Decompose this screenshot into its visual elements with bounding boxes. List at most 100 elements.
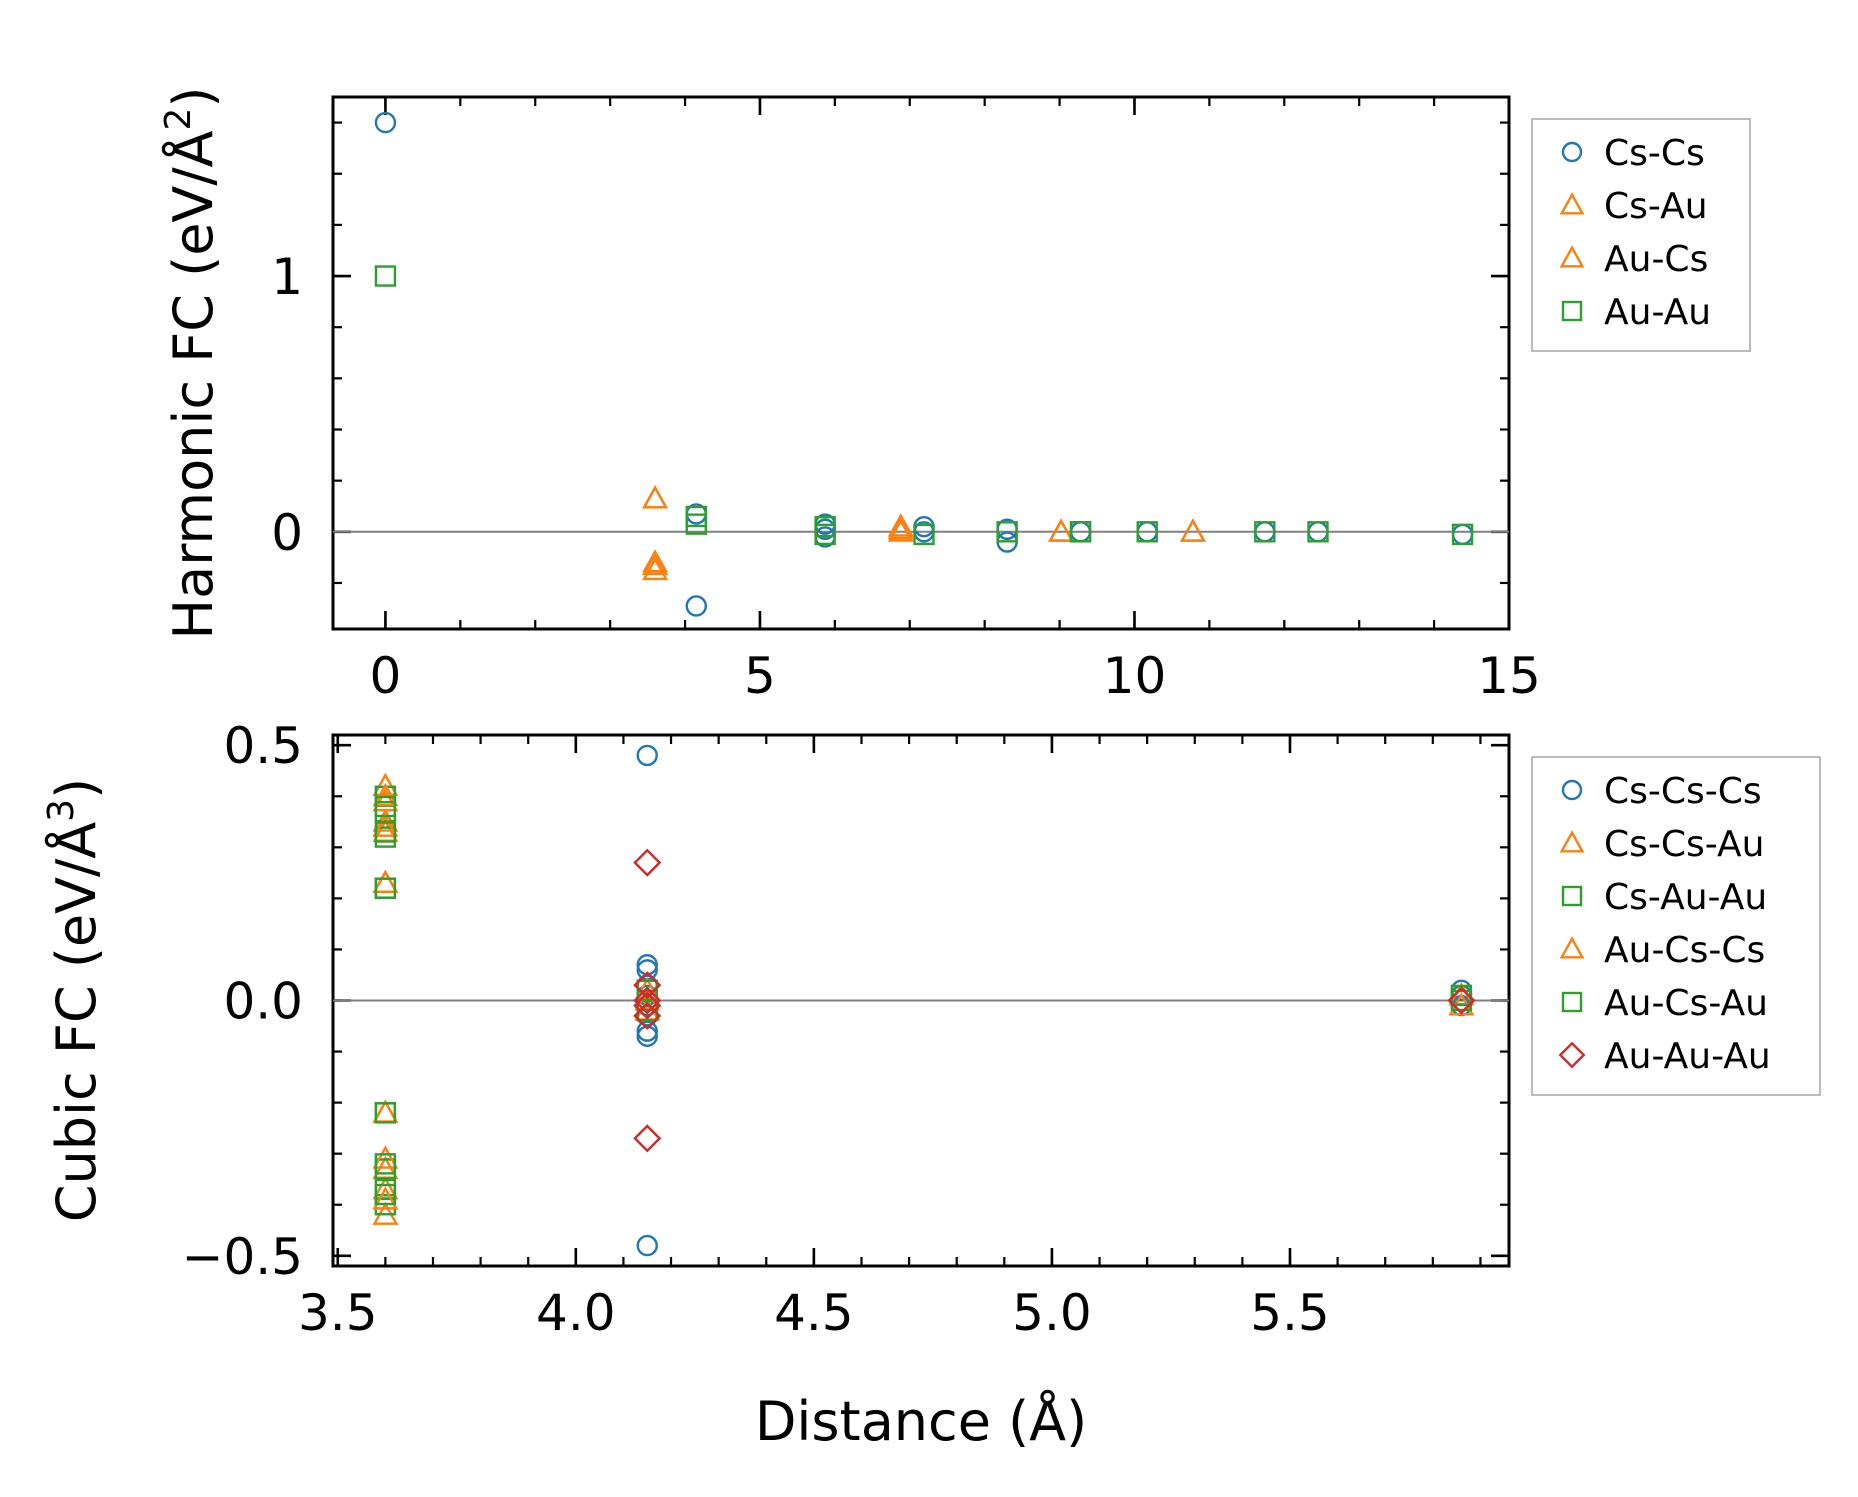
data-point-cs-au bbox=[642, 485, 669, 509]
cubic-tick-labels: 3.5 4.0 4.5 5.0 5.5 −0.5 0.0 0.5 bbox=[182, 717, 1330, 1342]
x-tick-label: 4.0 bbox=[536, 1284, 616, 1342]
data-point-au-cs-au bbox=[374, 1183, 397, 1206]
legend-label: Cs-Au-Au bbox=[1604, 877, 1767, 918]
data-point-cs-au bbox=[642, 549, 669, 573]
data-point-au-cs bbox=[1048, 518, 1075, 542]
legend-label: Cs-Cs-Au bbox=[1604, 824, 1764, 865]
data-point-au-au bbox=[1136, 521, 1158, 543]
data-point-au-cs-cs bbox=[372, 813, 399, 837]
cubic-legend: Cs-Cs-Cs Cs-Cs-Au Cs-Au-Au Au-Cs-Cs Au-Cs-Au… bbox=[1531, 756, 1821, 1096]
data-point-cs-au bbox=[642, 556, 669, 581]
y-tick-label: −0.5 bbox=[182, 1228, 303, 1286]
data-point-cs-cs bbox=[374, 111, 397, 134]
data-point-au-cs-au bbox=[374, 877, 397, 899]
x-tick-label: 5.0 bbox=[1012, 1284, 1092, 1342]
data-point-au-cs bbox=[642, 551, 669, 575]
data-point-cs-cs bbox=[685, 595, 707, 617]
data-point-au-cs-au bbox=[374, 1153, 397, 1175]
legend-marker-cs-cs-au bbox=[1559, 830, 1585, 853]
legend-label: Au-Cs-Cs bbox=[1604, 930, 1765, 971]
legend-label: Au-Cs-Au bbox=[1604, 983, 1768, 1024]
legend-marker-cs-cs-cs bbox=[1561, 779, 1583, 801]
x-tick-label: 0 bbox=[370, 647, 402, 705]
data-point-au-au bbox=[1254, 521, 1276, 543]
y-tick-label: 0 bbox=[271, 504, 303, 562]
legend-label: Cs-Au bbox=[1604, 186, 1708, 227]
legend-marker-cs-cs bbox=[1561, 141, 1583, 163]
x-tick-label: 5 bbox=[744, 647, 776, 705]
data-point-au-cs bbox=[1179, 518, 1206, 542]
data-point-au-cs bbox=[887, 515, 914, 540]
cubic-legend-frame bbox=[1531, 756, 1821, 1096]
x-axis-title: Distance (Å) bbox=[755, 1389, 1087, 1453]
data-point-cs-au bbox=[887, 513, 914, 537]
data-point-au-au-au bbox=[633, 986, 662, 1015]
legend-marker-au-au bbox=[1561, 300, 1583, 322]
harmonic-data-points bbox=[333, 111, 1509, 617]
y-tick-label: 0.0 bbox=[223, 973, 303, 1031]
data-point-cs-cs-cs bbox=[636, 1020, 658, 1042]
legend-marker-cs-au bbox=[1559, 192, 1585, 215]
harmonic-legend: Cs-Cs Cs-Au Au-Cs Au-Au bbox=[1531, 118, 1751, 352]
data-point-au-au bbox=[685, 513, 707, 535]
legend-marker-au-cs bbox=[1559, 245, 1585, 268]
legend-marker-au-cs-cs bbox=[1559, 936, 1585, 959]
data-point-cs-cs bbox=[1451, 523, 1474, 546]
legend-marker-au-cs-au bbox=[1561, 991, 1583, 1013]
harmonic-ticks bbox=[333, 97, 1511, 629]
data-point-au-au-au bbox=[633, 971, 662, 1000]
y-tick-label: 0.5 bbox=[223, 717, 303, 775]
legend-label: Au-Cs bbox=[1604, 239, 1708, 280]
harmonic-legend-frame bbox=[1531, 118, 1751, 352]
data-point-au-cs-au bbox=[374, 821, 397, 843]
harmonic-tick-labels: 0 5 10 15 0 1 bbox=[271, 248, 1541, 705]
data-point-au-au bbox=[1307, 521, 1329, 543]
data-point-cs-cs-au bbox=[372, 772, 399, 796]
data-point-au-cs-cs bbox=[372, 869, 399, 894]
legend-label: Au-Au bbox=[1604, 292, 1711, 333]
data-point-au-cs-cs bbox=[372, 1099, 399, 1123]
data-point-cs-au bbox=[1048, 518, 1075, 542]
harmonic-plot-frame bbox=[331, 95, 1511, 631]
harmonic-y-axis-title: Harmonic FC (eV/Å2) bbox=[158, 87, 225, 640]
y-tick-label: 1 bbox=[271, 248, 303, 306]
cubic-data-points bbox=[333, 744, 1509, 1257]
data-point-au-cs-au bbox=[1450, 984, 1473, 1007]
x-tick-label: 15 bbox=[1477, 647, 1541, 705]
data-point-cs-au bbox=[1179, 518, 1206, 542]
data-point-cs-cs-cs bbox=[636, 1234, 658, 1257]
data-point-au-cs-au bbox=[374, 1102, 397, 1124]
legend-marker-cs-au-au bbox=[1561, 885, 1583, 907]
data-point-cs-cs-au bbox=[372, 869, 399, 894]
data-point-au-au bbox=[1069, 521, 1092, 543]
data-point-au-cs-au bbox=[636, 989, 658, 1012]
data-point-cs-au-au bbox=[374, 877, 397, 899]
data-point-au-au bbox=[1451, 523, 1474, 546]
data-point-au-au-au bbox=[1447, 986, 1476, 1015]
data-point-au-cs-cs bbox=[372, 782, 399, 807]
cubic-y-axis-title: Cubic FC (eV/Å3) bbox=[41, 778, 108, 1222]
data-point-au-au bbox=[814, 523, 836, 546]
legend-label: Cs-Cs-Cs bbox=[1604, 771, 1762, 812]
data-point-au-cs-au bbox=[374, 795, 397, 818]
cubic-fc-panel: 3.5 4.0 4.5 5.0 5.5 −0.5 0.0 0.5 Cubic FC (eV/Å… bbox=[41, 717, 1821, 1453]
data-point-au-au bbox=[996, 521, 1018, 543]
data-point-au-cs-cs bbox=[372, 1145, 399, 1169]
legend-label: Cs-Cs bbox=[1604, 133, 1705, 174]
data-point-au-au-au bbox=[633, 1124, 662, 1153]
x-tick-label: 3.5 bbox=[298, 1284, 378, 1342]
x-tick-label: 4.5 bbox=[774, 1284, 854, 1342]
data-point-au-cs bbox=[642, 485, 669, 509]
data-point-au-au bbox=[374, 265, 397, 287]
data-point-cs-cs-cs bbox=[636, 744, 658, 767]
harmonic-fc-panel: 0 5 10 15 0 1 Harmonic FC (eV/Å2) Cs-Cs Cs-Au A… bbox=[158, 87, 1751, 705]
data-point-cs-cs-au bbox=[372, 1099, 399, 1123]
data-point-au-au-au bbox=[633, 991, 662, 1020]
x-tick-label: 10 bbox=[1103, 647, 1167, 705]
data-point-au-au-au bbox=[633, 1001, 662, 1030]
data-point-cs-au bbox=[887, 518, 914, 542]
data-point-au-au bbox=[913, 523, 935, 546]
legend-label: Au-Au-Au bbox=[1604, 1036, 1771, 1077]
x-tick-label: 5.5 bbox=[1250, 1284, 1330, 1342]
